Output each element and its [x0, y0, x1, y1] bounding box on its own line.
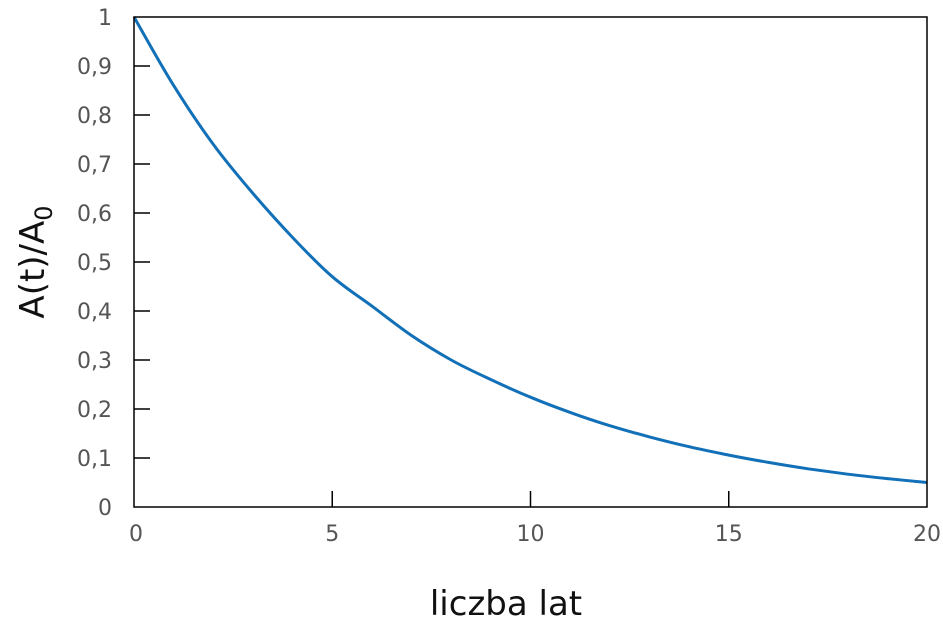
y-tick-label: 0	[98, 496, 112, 521]
y-tick-label: 1	[98, 6, 112, 31]
y-tick-label: 0,4	[77, 300, 112, 325]
x-tick-label: 10	[517, 522, 545, 547]
y-tick-label: 0,9	[77, 55, 112, 80]
y-tick-label: 0,8	[77, 104, 112, 129]
y-tick-label: 0,1	[77, 447, 112, 472]
x-tick-label: 0	[129, 522, 143, 547]
x-tick-label: 20	[913, 522, 941, 547]
x-axis-title: liczba lat	[430, 584, 582, 620]
y-tick-label: 0,6	[77, 202, 112, 227]
y-axis-title: A(t)/A0	[13, 205, 58, 318]
y-tick-label: 0,7	[77, 153, 112, 178]
decay-curve-line	[132, 16, 928, 484]
y-axis-title-subscript: 0	[30, 205, 58, 220]
plot-frame	[133, 16, 928, 508]
x-tick-label: 15	[715, 522, 743, 547]
y-axis-title-main: A(t)/A	[13, 221, 53, 319]
y-tick-label: 0,2	[77, 398, 112, 423]
ticks-layer	[134, 65, 730, 507]
x-tick-label: 5	[325, 522, 339, 547]
tick-labels-layer: 0 5 10 15 20 0 0,1 0,2 0,3 0,4 0,5 0,6 0,7 0,8 0,9 1	[77, 6, 941, 547]
y-tick-label: 0,5	[77, 251, 112, 276]
y-tick-label: 0,3	[77, 349, 112, 374]
